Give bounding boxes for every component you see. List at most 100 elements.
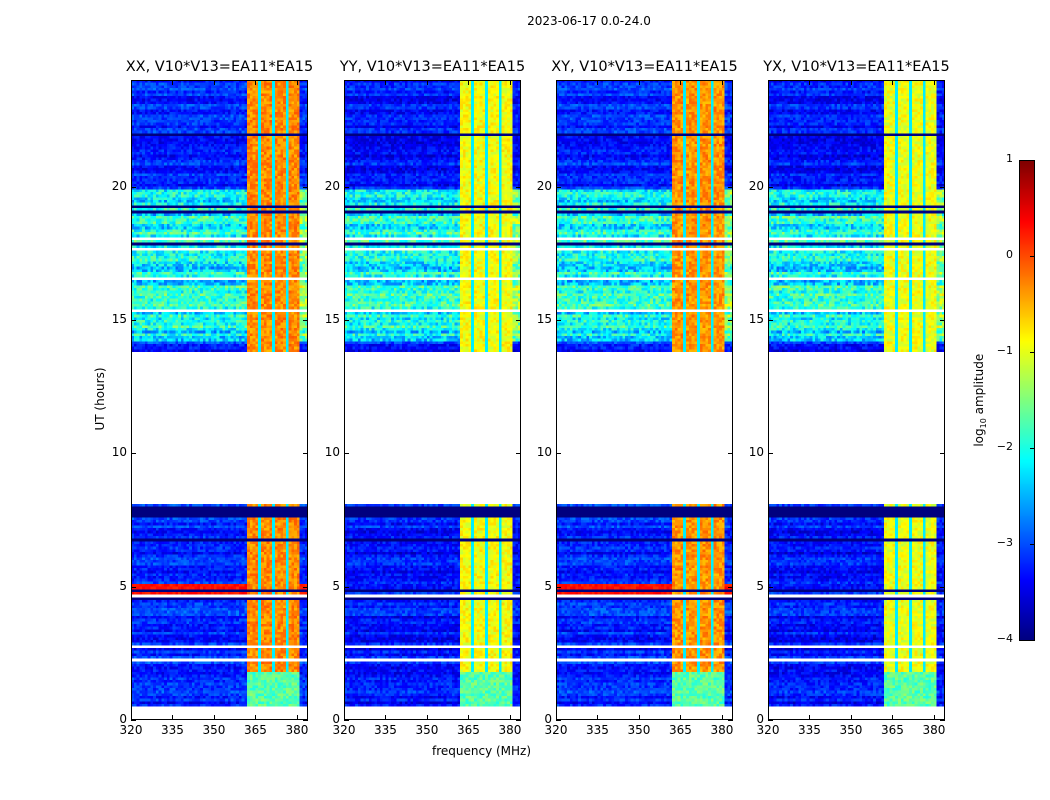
y-tick-label: 15 <box>111 312 127 326</box>
y-tick-label: 0 <box>756 712 764 726</box>
y-tick-label: 0 <box>119 712 127 726</box>
waterfall-heatmap <box>131 80 308 720</box>
x-tick-mark <box>172 80 174 85</box>
x-tick-mark <box>426 80 428 85</box>
y-tick-mark <box>768 186 773 188</box>
y-tick-label: 15 <box>748 312 764 326</box>
y-tick-mark <box>303 586 308 588</box>
y-tick-label: 20 <box>111 178 127 193</box>
colorbar-tick-label: −1 <box>996 344 1013 357</box>
x-tick-mark <box>213 715 215 720</box>
y-tick-mark <box>768 453 773 455</box>
y-tick-mark <box>556 320 561 321</box>
x-tick-mark <box>597 80 599 85</box>
panel-title: XY, V10*V13=EA11*EA15 <box>551 59 738 75</box>
y-tick-label: 5 <box>544 578 552 593</box>
y-tick-label: 5 <box>756 578 764 593</box>
colorbar <box>1019 160 1035 641</box>
x-tick-label: 320 <box>119 723 143 737</box>
y-tick-label: 15 <box>536 312 552 326</box>
y-tick-label: 5 <box>119 578 127 593</box>
x-tick-mark <box>385 80 387 85</box>
x-tick-label: 320 <box>544 723 568 737</box>
y-tick-label: 0 <box>544 712 552 726</box>
colorbar-tick-label: −3 <box>996 536 1013 549</box>
y-tick-mark <box>131 720 136 721</box>
x-tick-mark <box>809 80 811 85</box>
x-tick-label: 350 <box>627 723 651 737</box>
y-tick-label: 0 <box>332 712 340 726</box>
y-tick-mark <box>940 453 945 455</box>
y-tick-mark <box>556 586 561 588</box>
y-tick-mark <box>131 453 136 455</box>
x-tick-label: 350 <box>839 723 863 737</box>
y-tick-mark <box>131 186 136 188</box>
x-tick-mark <box>131 715 132 720</box>
x-tick-mark <box>255 80 257 85</box>
x-tick-label: 380 <box>710 723 734 737</box>
waterfall-heatmap <box>344 80 521 720</box>
y-tick-mark <box>516 453 521 455</box>
x-axis-label: frequency (MHz) <box>432 744 532 758</box>
x-tick-mark <box>468 715 470 720</box>
y-tick-mark <box>940 586 945 588</box>
waterfall-heatmap <box>556 80 733 720</box>
waterfall-panel <box>768 80 945 721</box>
x-tick-label: 335 <box>798 723 821 737</box>
x-tick-label: 335 <box>374 723 397 737</box>
x-tick-mark <box>131 80 132 85</box>
x-tick-mark <box>597 715 599 720</box>
y-tick-mark <box>303 186 308 188</box>
x-tick-mark <box>344 80 345 85</box>
y-tick-mark <box>303 453 308 455</box>
y-tick-label: 15 <box>324 312 340 326</box>
y-tick-mark <box>940 186 945 188</box>
x-tick-mark <box>556 715 557 720</box>
x-tick-label: 380 <box>285 723 309 737</box>
colorbar-tick-mark <box>1030 160 1034 161</box>
panel-title: XX, V10*V13=EA11*EA15 <box>125 59 314 75</box>
colorbar-tick-mark <box>1030 256 1034 257</box>
x-tick-mark <box>296 715 298 720</box>
x-tick-label: 365 <box>669 723 692 737</box>
x-tick-mark <box>385 715 387 720</box>
x-tick-mark <box>850 715 852 720</box>
x-tick-mark <box>344 715 345 720</box>
x-tick-mark <box>768 80 769 85</box>
x-tick-label: 380 <box>922 723 946 737</box>
colorbar-tick-mark <box>1030 448 1034 449</box>
x-tick-label: 365 <box>457 723 480 737</box>
axes-frame <box>556 80 733 720</box>
y-tick-mark <box>344 453 349 455</box>
x-tick-mark <box>768 715 769 720</box>
y-tick-label: 10 <box>324 445 340 460</box>
y-tick-label: 20 <box>748 178 764 193</box>
x-tick-label: 365 <box>244 723 267 737</box>
colorbar-tick-mark <box>1030 544 1034 545</box>
x-tick-mark <box>892 715 894 720</box>
x-tick-mark <box>680 715 682 720</box>
x-tick-label: 350 <box>415 723 439 737</box>
y-tick-mark <box>728 320 733 321</box>
colorbar-tick-mark <box>1030 352 1034 353</box>
x-tick-label: 365 <box>881 723 904 737</box>
waterfall-panel <box>344 80 521 721</box>
x-tick-label: 380 <box>498 723 522 737</box>
y-tick-mark <box>516 720 521 721</box>
waterfall-panel <box>556 80 733 721</box>
y-tick-label: 20 <box>536 178 552 193</box>
y-tick-mark <box>768 320 773 321</box>
y-tick-mark <box>940 320 945 321</box>
y-tick-mark <box>131 320 136 321</box>
x-tick-mark <box>721 715 723 720</box>
y-tick-label: 10 <box>536 445 552 460</box>
y-tick-mark <box>344 720 349 721</box>
colorbar-label: log10 amplitude <box>971 353 989 447</box>
colorbar-tick-label: 1 <box>1006 152 1013 165</box>
x-tick-mark <box>556 80 557 85</box>
axes-frame <box>344 80 521 720</box>
y-tick-mark <box>344 320 349 321</box>
x-tick-label: 320 <box>756 723 780 737</box>
y-tick-mark <box>556 720 561 721</box>
